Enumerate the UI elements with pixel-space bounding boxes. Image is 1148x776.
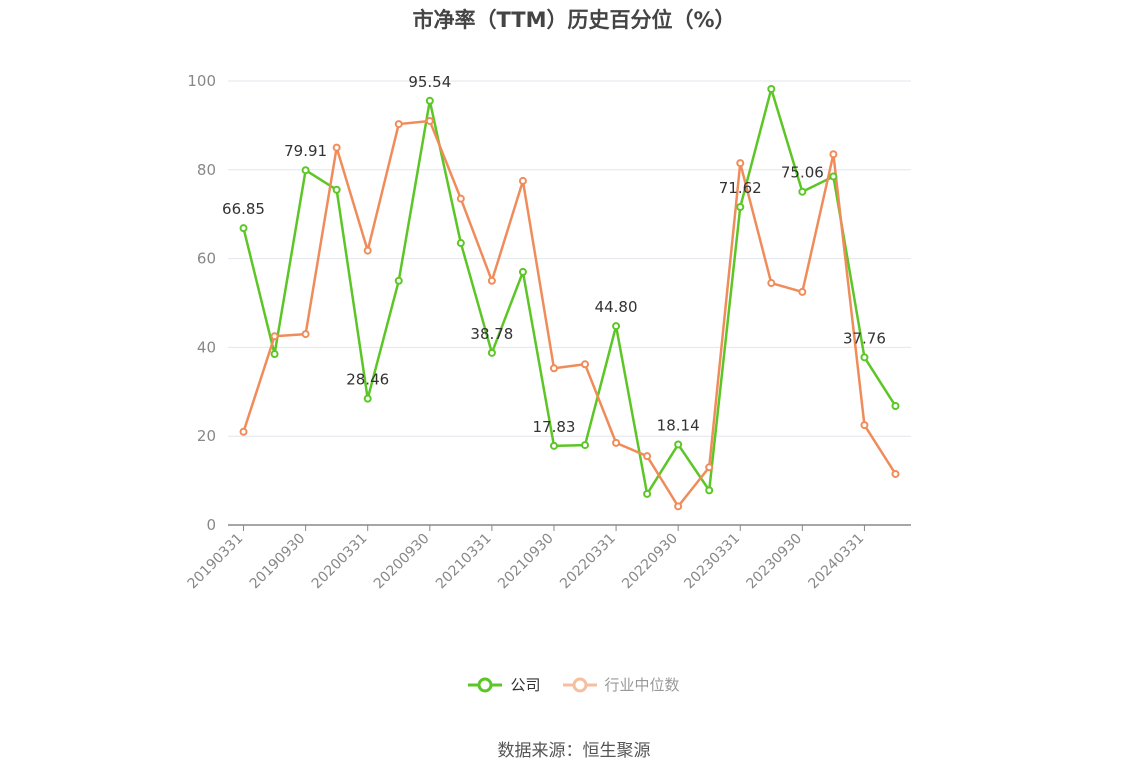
data-point-company bbox=[674, 440, 683, 449]
data-point-industry bbox=[270, 332, 279, 341]
data-point-company bbox=[581, 441, 590, 450]
x-tick-label: 20240331 bbox=[806, 531, 868, 593]
legend: 公司 行业中位数 bbox=[0, 674, 1148, 695]
data-point-company bbox=[363, 394, 372, 403]
y-tick-label: 80 bbox=[197, 161, 216, 179]
legend-item-company[interactable]: 公司 bbox=[468, 674, 541, 695]
data-point-industry bbox=[332, 143, 341, 152]
x-tick-label: 20200331 bbox=[309, 531, 371, 593]
data-point-company bbox=[394, 276, 403, 285]
data-point-industry bbox=[860, 421, 869, 430]
x-tick-label: 20190331 bbox=[185, 531, 247, 593]
data-point-industry bbox=[518, 176, 527, 185]
data-label: 44.80 bbox=[595, 298, 638, 316]
data-point-company bbox=[239, 224, 248, 233]
data-point-company bbox=[487, 348, 496, 357]
chart-title: 市净率（TTM）历史百分位（%） bbox=[412, 8, 736, 32]
x-tick-label: 20230331 bbox=[681, 531, 743, 593]
y-tick-label: 0 bbox=[206, 516, 216, 534]
legend-label-company: 公司 bbox=[510, 676, 541, 694]
data-point-industry bbox=[487, 276, 496, 285]
y-tick-label: 60 bbox=[197, 250, 216, 268]
line-chart: 0 20 40 60 80 100 20190331 20190930 20200331 2020… bbox=[185, 72, 911, 593]
data-point-industry bbox=[239, 427, 248, 436]
data-label: 18.14 bbox=[657, 416, 700, 434]
series-line-industry bbox=[242, 119, 897, 508]
data-point-company bbox=[425, 96, 434, 105]
data-point-industry bbox=[798, 287, 807, 296]
data-point-industry bbox=[674, 502, 683, 511]
data-point-industry bbox=[767, 279, 776, 288]
data-label: 28.46 bbox=[346, 371, 389, 389]
data-point-company bbox=[549, 441, 558, 450]
data-point-company bbox=[612, 322, 621, 331]
data-point-company bbox=[705, 486, 714, 495]
data-point-company bbox=[736, 203, 745, 212]
data-label: 75.06 bbox=[781, 164, 824, 182]
y-tick-label: 100 bbox=[187, 72, 216, 90]
data-point-company bbox=[518, 267, 527, 276]
x-tick-label: 20210930 bbox=[495, 531, 557, 593]
data-point-company bbox=[829, 172, 838, 181]
data-label: 95.54 bbox=[408, 73, 451, 91]
x-tick-label: 20230930 bbox=[743, 531, 805, 593]
legend-industry-marker-icon bbox=[562, 677, 597, 692]
data-point-industry bbox=[612, 438, 621, 447]
data-point-company bbox=[891, 402, 900, 411]
data-point-industry bbox=[363, 246, 372, 255]
legend-company-marker-icon bbox=[468, 677, 503, 692]
data-point-company bbox=[860, 353, 869, 362]
data-point-industry bbox=[581, 360, 590, 369]
data-point-industry bbox=[549, 364, 558, 373]
y-tick-label: 40 bbox=[197, 338, 216, 356]
data-point-industry bbox=[301, 330, 310, 339]
y-tick-label: 20 bbox=[197, 427, 216, 445]
data-label: 38.78 bbox=[470, 325, 513, 343]
data-point-industry bbox=[891, 469, 900, 478]
data-label: 71.62 bbox=[719, 179, 762, 197]
series-line-company bbox=[242, 87, 897, 496]
legend-label-industry: 行业中位数 bbox=[604, 676, 680, 694]
data-point-company bbox=[456, 239, 465, 248]
data-label: 66.85 bbox=[222, 200, 265, 218]
data-point-company bbox=[798, 187, 807, 196]
data-point-industry bbox=[456, 194, 465, 203]
data-point-company bbox=[301, 166, 310, 175]
data-point-industry bbox=[394, 120, 403, 129]
data-point-industry bbox=[736, 159, 745, 168]
data-point-industry bbox=[643, 452, 652, 461]
data-label: 79.91 bbox=[284, 142, 327, 160]
data-point-company bbox=[767, 84, 776, 93]
data-point-industry bbox=[425, 116, 434, 125]
data-source-note: 数据来源：恒生聚源 bbox=[497, 741, 651, 761]
data-point-industry bbox=[829, 150, 838, 159]
data-label: 17.83 bbox=[533, 418, 576, 436]
x-tick-label: 20220930 bbox=[619, 531, 681, 593]
legend-item-industry[interactable]: 行业中位数 bbox=[562, 674, 680, 695]
x-tick-label: 20210331 bbox=[433, 531, 495, 593]
data-point-company bbox=[270, 350, 279, 359]
data-point-company bbox=[332, 185, 341, 194]
x-tick-label: 20200930 bbox=[371, 531, 433, 593]
x-tick-label: 20220331 bbox=[557, 531, 619, 593]
data-point-company bbox=[643, 489, 652, 498]
data-point-industry bbox=[705, 463, 714, 472]
x-tick-label: 20190930 bbox=[247, 531, 309, 593]
data-label: 37.76 bbox=[843, 329, 886, 347]
